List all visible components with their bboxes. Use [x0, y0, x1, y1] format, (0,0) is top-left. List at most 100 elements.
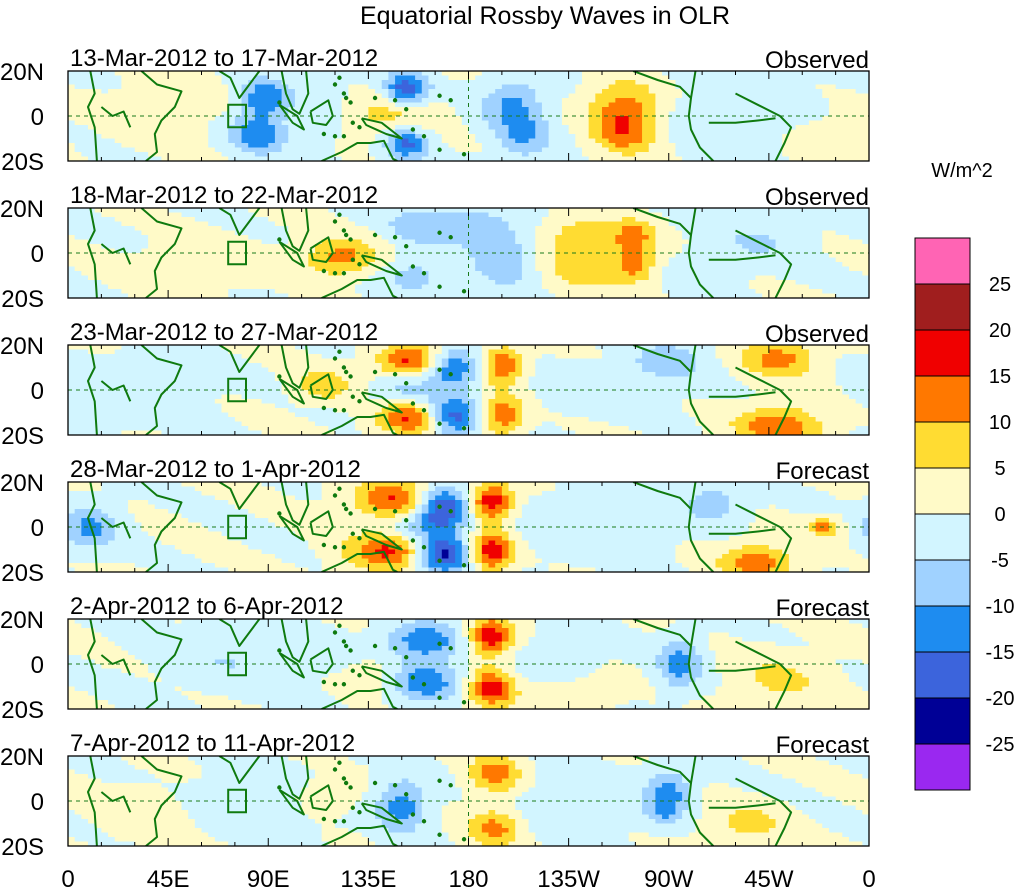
- olr-cell: [668, 71, 677, 77]
- olr-cell: [628, 102, 636, 108]
- olr-cell: [168, 75, 176, 81]
- olr-cell: [188, 80, 196, 86]
- olr-cell: [241, 293, 249, 298]
- olr-cell: [481, 75, 490, 81]
- olr-cell: [461, 111, 470, 117]
- olr-cell: [662, 89, 670, 95]
- olr-cell: [835, 93, 843, 99]
- olr-cell: [128, 257, 136, 263]
- olr-cell: [114, 147, 122, 153]
- olr-cell: [775, 107, 783, 113]
- olr-cell: [168, 138, 176, 144]
- olr-cell: [288, 152, 296, 158]
- olr-cell: [88, 134, 96, 140]
- olr-cell: [341, 138, 349, 144]
- olr-cell: [735, 280, 743, 286]
- olr-cell: [321, 102, 329, 108]
- olr-cell: [548, 257, 556, 263]
- olr-cell: [635, 120, 643, 126]
- olr-cell: [355, 129, 363, 135]
- olr-cell: [775, 253, 783, 259]
- olr-cell: [148, 120, 156, 126]
- olr-cell: [775, 80, 783, 86]
- olr-cell: [74, 71, 82, 77]
- olr-cell: [108, 107, 116, 113]
- olr-cell: [328, 125, 336, 131]
- olr-cell: [81, 111, 89, 117]
- olr-cell: [742, 147, 750, 153]
- olr-cell: [455, 147, 463, 153]
- olr-cell: [395, 125, 403, 131]
- olr-cell: [214, 147, 223, 153]
- olr-cell: [214, 111, 223, 117]
- olr-cell: [141, 226, 149, 232]
- olr-cell: [461, 98, 470, 104]
- olr-cell: [702, 230, 710, 236]
- olr-cell: [508, 266, 516, 272]
- olr-cell: [862, 152, 869, 158]
- olr-cell: [508, 293, 516, 298]
- olr-cell: [595, 102, 603, 108]
- olr-cell: [555, 239, 563, 245]
- olr-cell: [108, 156, 116, 161]
- olr-cell: [121, 75, 129, 81]
- olr-cell: [108, 143, 116, 149]
- olr-cell: [455, 107, 463, 113]
- olr-cell: [168, 93, 176, 99]
- olr-cell: [695, 120, 703, 126]
- olr-cell: [108, 120, 116, 126]
- olr-cell: [842, 98, 850, 104]
- olr-cell: [181, 208, 189, 214]
- olr-cell: [561, 239, 570, 245]
- olr-cell: [148, 226, 156, 232]
- olr-cell: [328, 289, 336, 295]
- olr-cell: [575, 239, 583, 245]
- olr-cell: [108, 75, 116, 81]
- olr-cell: [234, 289, 243, 295]
- olr-cell: [508, 226, 516, 232]
- olr-cell: [855, 271, 863, 277]
- olr-cell: [181, 75, 189, 81]
- olr-cell: [208, 107, 216, 113]
- olr-cell: [181, 257, 189, 263]
- olr-cell: [435, 138, 443, 144]
- olr-cell: [662, 262, 670, 268]
- olr-cell: [168, 262, 176, 268]
- olr-cell: [81, 134, 89, 140]
- olr-cell: [348, 262, 356, 268]
- olr-cell: [642, 134, 650, 140]
- olr-cell: [94, 257, 102, 263]
- olr-cell: [728, 102, 737, 108]
- olr-cell: [862, 75, 869, 81]
- olr-cell: [695, 239, 703, 245]
- olr-cell: [214, 80, 223, 86]
- olr-cell: [715, 156, 723, 161]
- olr-cell: [795, 253, 803, 259]
- olr-cell: [88, 102, 96, 108]
- olr-cell: [68, 129, 76, 135]
- olr-cell: [735, 138, 743, 144]
- olr-cell: [208, 253, 216, 259]
- olr-cell: [822, 262, 830, 268]
- olr-cell: [488, 147, 496, 153]
- olr-cell: [521, 248, 530, 254]
- olr-cell: [234, 71, 243, 77]
- olr-cell: [401, 289, 410, 295]
- olr-cell: [488, 226, 496, 232]
- olr-cell: [848, 230, 857, 236]
- olr-cell: [822, 98, 830, 104]
- olr-cell: [715, 235, 723, 241]
- olr-cell: [735, 248, 743, 254]
- olr-cell: [782, 217, 790, 223]
- olr-cell: [475, 253, 483, 259]
- olr-cell: [455, 221, 463, 227]
- olr-cell: [842, 152, 850, 158]
- olr-cell: [481, 84, 490, 90]
- olr-cell: [481, 120, 490, 126]
- olr-cell: [301, 152, 309, 158]
- olr-cell: [415, 235, 423, 241]
- olr-cell: [561, 84, 570, 90]
- olr-cell: [568, 147, 576, 153]
- olr-cell: [775, 84, 783, 90]
- olr-cell: [561, 71, 570, 77]
